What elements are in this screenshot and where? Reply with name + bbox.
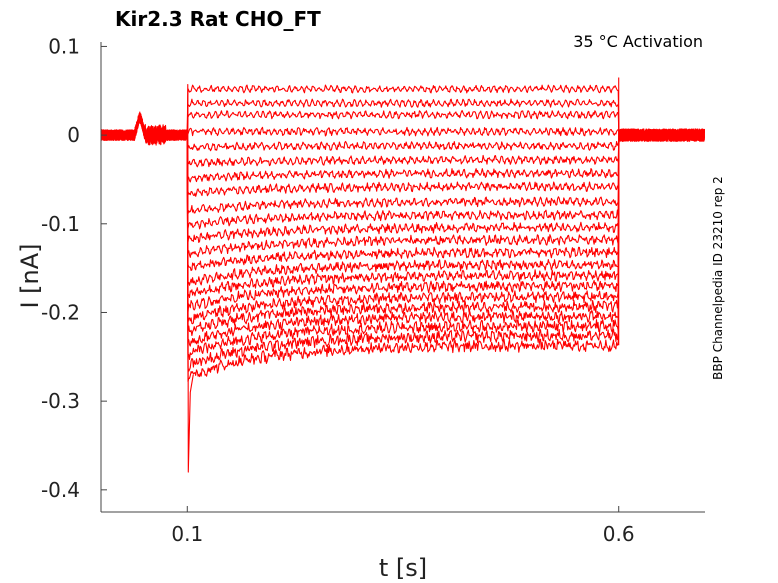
y-tick-label: -0.1 <box>41 212 80 236</box>
series-line <box>100 119 705 383</box>
series-line <box>100 114 705 299</box>
chart-title: Kir2.3 Rat CHO_FT <box>115 7 321 31</box>
series-line <box>100 116 705 337</box>
y-tick-label: -0.4 <box>41 478 80 502</box>
y-ticks-group: 0.1 0 -0.1 -0.2 -0.3 -0.4 <box>41 34 107 502</box>
series-line <box>100 98 705 146</box>
x-axis-label: t [s] <box>379 554 427 582</box>
series-line <box>100 113 705 215</box>
series-line <box>100 115 705 360</box>
series-line <box>100 112 705 230</box>
x-ticks-group: 0.1 0.6 <box>171 506 635 546</box>
chart-annotation: 35 °C Activation <box>573 32 703 51</box>
series-line <box>100 116 705 325</box>
series-line <box>100 113 705 286</box>
series-line <box>100 113 705 168</box>
series-line <box>100 111 705 272</box>
onset-transient <box>186 84 194 473</box>
y-tick-label: 0.1 <box>48 34 80 58</box>
series-line <box>100 115 705 243</box>
y-tick-label: -0.2 <box>41 300 80 324</box>
series-line <box>100 113 705 152</box>
series-line <box>100 113 705 197</box>
series-line <box>100 117 705 313</box>
series-line <box>100 115 705 347</box>
series-line <box>100 113 705 372</box>
series-line <box>100 113 705 183</box>
y-tick-label: 0 <box>67 123 80 147</box>
side-label: BBP Channelpedia ID 23210 rep 2 <box>711 176 725 380</box>
series-line <box>100 115 705 144</box>
x-tick-label: 0.1 <box>171 522 203 546</box>
y-tick-label: -0.3 <box>41 389 80 413</box>
series-line <box>100 84 705 143</box>
series-line <box>100 109 705 143</box>
traces-group <box>100 77 705 473</box>
x-tick-label: 0.6 <box>603 522 635 546</box>
y-axis-label: I [nA] <box>16 243 44 308</box>
series-line <box>100 113 705 258</box>
